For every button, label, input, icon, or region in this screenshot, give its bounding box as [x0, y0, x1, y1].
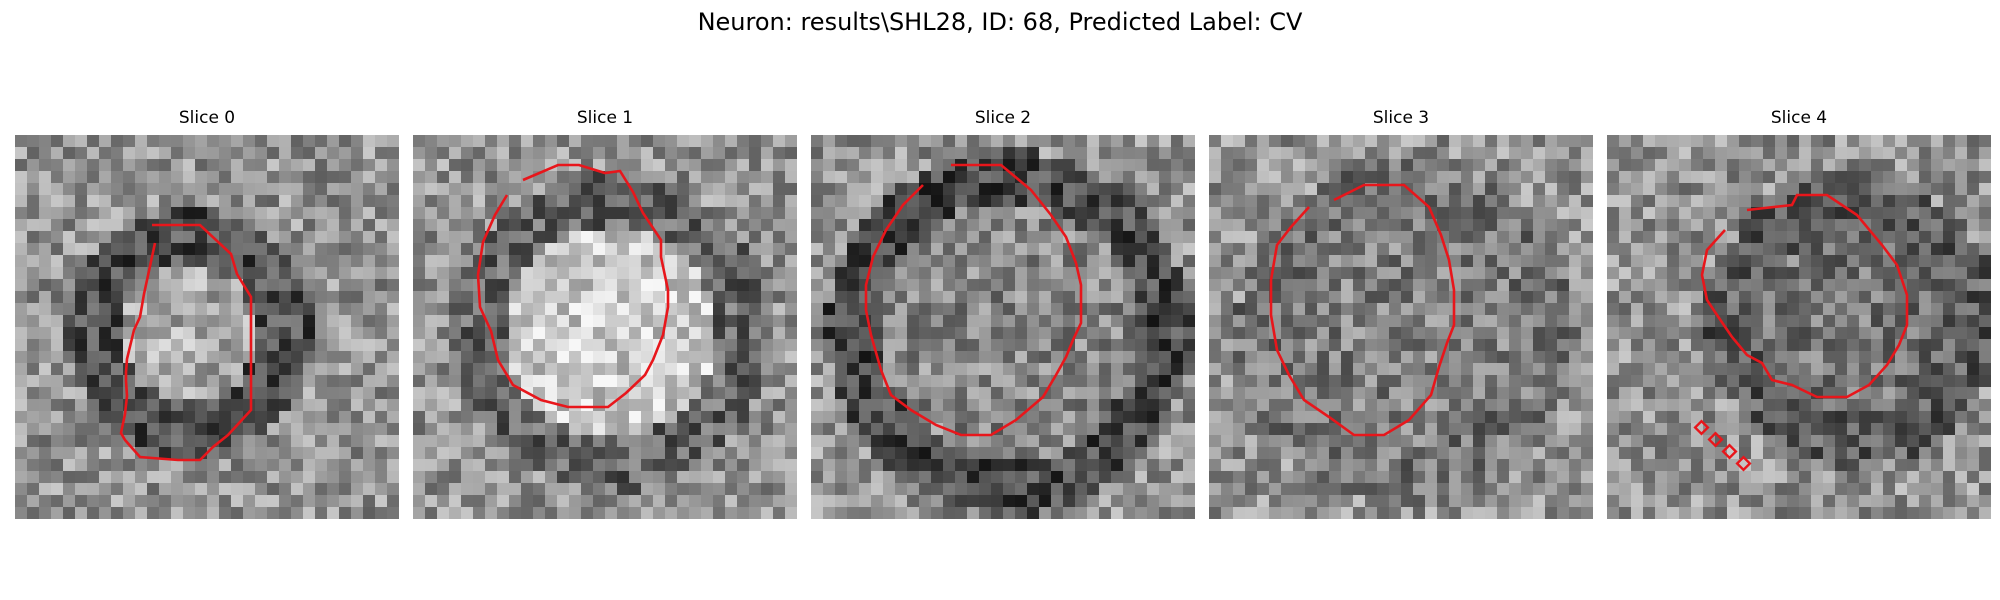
roi-contour [119, 223, 253, 462]
roi-contour [1269, 183, 1456, 437]
roi-marker [1735, 455, 1752, 472]
slice-image [413, 135, 797, 519]
slice-image [1607, 135, 1991, 519]
slice-title: Slice 4 [1770, 108, 1828, 128]
grayscale-pixels [1209, 135, 1593, 519]
figure-title: Neuron: results\SHL28, ID: 68, Predicted… [697, 8, 1303, 36]
grayscale-pixels [413, 135, 797, 519]
slice-title: Slice 2 [974, 108, 1032, 128]
roi-contour [864, 163, 1083, 437]
roi-marker [1721, 443, 1738, 460]
roi-marker [1707, 431, 1724, 448]
slice-title: Slice 1 [576, 108, 634, 128]
roi-contour [1700, 193, 1909, 399]
slice-image [15, 135, 399, 519]
grayscale-pixels [15, 135, 399, 519]
roi-contour [476, 163, 670, 409]
grayscale-pixels [811, 135, 1195, 519]
slice-title: Slice 3 [1372, 108, 1430, 128]
roi-markers [1693, 419, 1752, 472]
slice-image [1209, 135, 1593, 519]
grayscale-pixels [1607, 135, 1991, 519]
roi-marker [1693, 419, 1710, 436]
slice-image [811, 135, 1195, 519]
slice-title: Slice 0 [178, 108, 236, 128]
